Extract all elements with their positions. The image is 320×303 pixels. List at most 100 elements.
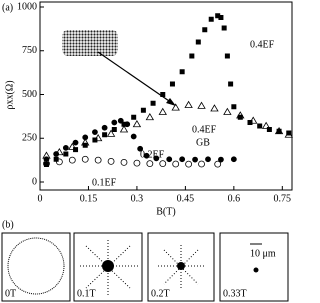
point	[150, 100, 156, 106]
y-axis-label: ρxx(Ω)	[4, 80, 15, 109]
point	[62, 144, 69, 151]
annotation: 0.1EF	[92, 177, 117, 188]
point	[132, 119, 142, 128]
point	[43, 162, 49, 167]
scale-bar-label: 10 μm	[250, 248, 276, 259]
point	[249, 116, 258, 124]
point	[185, 160, 193, 168]
y-tick-label: 500	[22, 89, 37, 100]
point	[160, 92, 166, 97]
point	[197, 101, 206, 109]
panel-b	[1, 232, 289, 302]
y-tick-label: 0	[32, 176, 37, 187]
point	[94, 156, 102, 164]
point	[198, 160, 205, 168]
point	[214, 160, 222, 168]
x-tick-label: 0.15	[80, 193, 98, 204]
point	[236, 111, 245, 119]
y-tick-label: 1000	[17, 1, 37, 12]
point	[159, 160, 167, 168]
lattice-inset	[62, 28, 118, 58]
point	[195, 39, 201, 45]
point	[171, 103, 180, 111]
point	[120, 158, 128, 166]
panel-field: 0.33T	[223, 288, 247, 299]
point	[131, 114, 137, 120]
point	[218, 15, 224, 20]
point	[257, 123, 263, 129]
point	[223, 107, 232, 115]
point	[111, 119, 118, 126]
arrowhead	[166, 98, 176, 106]
point	[224, 53, 230, 59]
panel-label: (a)	[2, 2, 13, 13]
point	[111, 127, 117, 132]
point	[266, 127, 272, 132]
point	[231, 104, 237, 110]
point	[179, 156, 186, 163]
point	[92, 129, 98, 136]
point	[205, 156, 211, 163]
point	[130, 133, 137, 140]
point	[218, 156, 224, 163]
point	[189, 53, 195, 59]
y-tick-label: 250	[22, 133, 37, 144]
point	[166, 156, 173, 163]
point	[81, 155, 89, 163]
point	[230, 156, 237, 163]
point	[63, 151, 69, 157]
panel-label: (b)	[2, 219, 14, 230]
point	[43, 160, 50, 168]
point	[215, 13, 221, 19]
point	[172, 160, 180, 168]
point	[107, 157, 115, 165]
panel-field: 0T	[5, 288, 16, 299]
x-tick-label: 0.45	[177, 193, 195, 204]
point	[153, 155, 160, 162]
point	[121, 121, 127, 127]
point	[276, 128, 282, 134]
point	[106, 129, 116, 137]
y-tick-label: 750	[22, 45, 37, 56]
point	[68, 156, 76, 164]
point	[146, 160, 154, 168]
x-tick-label: 0.6	[228, 193, 241, 204]
point	[82, 134, 89, 141]
panel-field: 0.2T	[151, 288, 170, 299]
figure: (a) B(T) ρxx(Ω) (b) 0T 0.1T 0.2T 0.33T 1…	[1, 1, 293, 302]
point	[237, 114, 243, 120]
plot-frame	[39, 1, 293, 191]
point	[117, 117, 124, 124]
point	[137, 145, 144, 152]
annotation: 0.4EF	[250, 39, 275, 50]
point	[286, 130, 292, 136]
point	[210, 104, 219, 112]
point	[184, 100, 193, 108]
annotation: GB	[196, 137, 210, 148]
x-tick-label: 0.75	[274, 193, 292, 204]
point	[192, 156, 198, 163]
point	[228, 81, 234, 87]
x-axis-label: B(T)	[156, 206, 175, 217]
arrow	[97, 51, 173, 104]
point	[143, 152, 150, 159]
point	[102, 132, 108, 138]
point	[261, 121, 271, 129]
point	[208, 16, 214, 22]
point	[72, 139, 79, 146]
point	[53, 156, 59, 162]
point	[202, 27, 208, 33]
point	[179, 69, 185, 75]
point	[81, 138, 90, 146]
point	[221, 25, 227, 31]
point	[124, 121, 131, 128]
point	[274, 126, 284, 135]
point	[158, 107, 167, 115]
point	[133, 159, 141, 167]
point	[140, 107, 146, 113]
point	[284, 130, 293, 138]
point	[93, 133, 103, 142]
x-tick-label: 0.3	[131, 193, 144, 204]
panel-field: 0.1T	[77, 288, 96, 299]
point	[119, 125, 129, 133]
